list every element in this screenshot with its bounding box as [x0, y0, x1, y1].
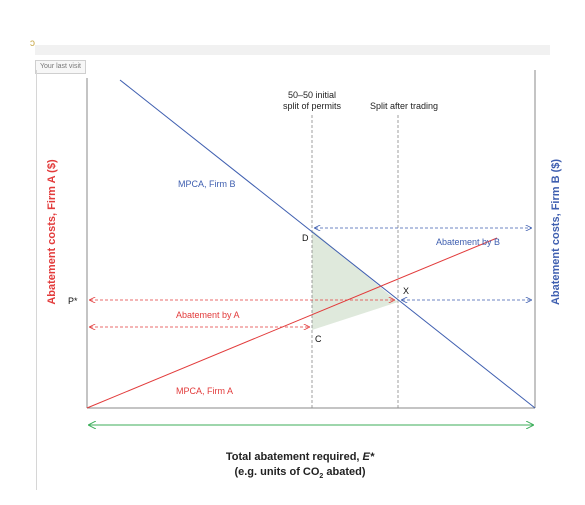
x-axis-label: Total abatement required, E* (e.g. units…: [195, 450, 405, 484]
point-x-label: X: [403, 286, 409, 296]
mpca-firm-b-label: MPCA, Firm B: [178, 179, 236, 189]
abatement-a-label: Abatement by A: [176, 310, 240, 320]
y-axis-label-firm-a: Abatement costs, Firm A ($): [46, 159, 58, 305]
abatement-b-label: Abatement by B: [436, 237, 500, 247]
bookmark-icon: ↄ: [30, 38, 35, 49]
point-c-label: C: [315, 334, 322, 344]
initial-split-label-2: split of permits: [283, 101, 342, 111]
initial-split-label-1: 50–50 initial: [288, 90, 336, 100]
page-frame-border: [36, 70, 37, 490]
mpca-firm-a-line: [86, 237, 498, 409]
point-d-label: D: [302, 233, 309, 243]
gain-from-trade-area: [312, 230, 398, 330]
mpca-firm-a-label: MPCA, Firm A: [176, 386, 233, 396]
x-axis-label-line-1: Total abatement required, E*: [225, 451, 375, 463]
last-visit-tab[interactable]: Your last visit: [35, 60, 86, 74]
trading-split-label: Split after trading: [370, 101, 438, 111]
browser-top-bar: [35, 45, 550, 55]
mpca-firm-b-line: [119, 79, 536, 409]
x-axis-label-line-2: (e.g. units of CO2 abated): [234, 466, 366, 481]
y-axis-label-firm-b: Abatement costs, Firm B ($): [550, 158, 562, 306]
p-star-label: P*: [68, 296, 78, 306]
